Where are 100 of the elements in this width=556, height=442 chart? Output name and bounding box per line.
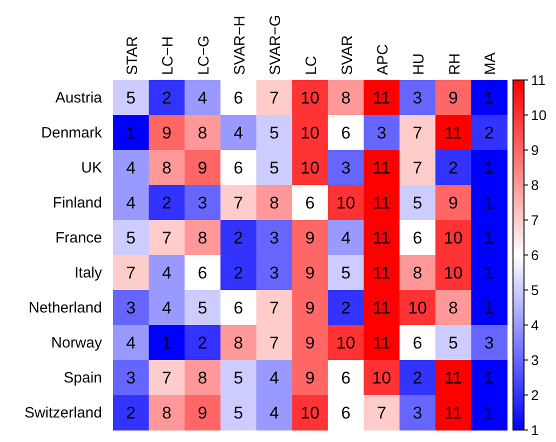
data-label: 8 — [412, 264, 422, 282]
data-label: 4 — [234, 124, 244, 142]
data-label: 6 — [234, 298, 244, 318]
data-label: 5 — [412, 194, 422, 212]
data-label: 2 — [234, 228, 244, 248]
data-label: 7 — [412, 158, 422, 178]
data-label: 1 — [162, 334, 172, 352]
data-label: 10 — [300, 88, 320, 108]
color-bar-label: 4 — [531, 317, 539, 333]
data-label: 6 — [412, 228, 422, 248]
x-tick-label: MA — [482, 52, 500, 75]
data-label: 3 — [412, 404, 422, 422]
data-label: 5 — [126, 88, 136, 108]
data-label: 8 — [162, 158, 172, 178]
data-label: 9 — [162, 124, 172, 142]
data-label: 7 — [376, 404, 386, 422]
data-label: 10 — [444, 264, 463, 282]
data-label: 11 — [444, 368, 462, 388]
data-label: 1 — [484, 228, 494, 248]
color-bar-label: 1 — [531, 422, 539, 438]
x-tick-label: STAR — [124, 36, 141, 75]
y-tick-label: Denmark — [41, 124, 102, 142]
data-label: 5 — [198, 298, 208, 318]
data-label: 1 — [484, 194, 494, 212]
data-label: 10 — [300, 158, 320, 178]
data-label: 8 — [234, 334, 244, 352]
color-bar-label: 11 — [531, 72, 546, 88]
data-label: 7 — [162, 368, 172, 388]
data-label: 6 — [234, 158, 244, 178]
data-label: 1 — [126, 124, 136, 142]
data-label: 11 — [372, 158, 390, 178]
data-label: 5 — [126, 228, 136, 248]
data-label: 11 — [372, 264, 390, 282]
data-label: 11 — [372, 88, 390, 108]
data-label: 2 — [412, 368, 422, 388]
data-label: 11 — [372, 194, 390, 212]
x-tick-label: HU — [410, 53, 428, 75]
data-label: 7 — [162, 228, 172, 248]
data-label: 5 — [234, 404, 244, 422]
y-tick-label: UK — [81, 160, 102, 176]
color-bar-label: 6 — [531, 247, 539, 263]
data-label: 2 — [341, 298, 351, 318]
data-label: 6 — [234, 88, 244, 108]
data-label: 6 — [341, 404, 351, 422]
data-label: 3 — [376, 124, 386, 142]
data-label: 8 — [448, 298, 458, 318]
data-label: 11 — [372, 298, 390, 318]
data-label: 2 — [484, 124, 494, 142]
data-label: 2 — [126, 404, 136, 422]
data-label: 5 — [234, 368, 244, 388]
x-tick-label: APC — [374, 44, 392, 75]
data-label: 5 — [448, 334, 458, 352]
data-label: 1 — [484, 88, 494, 108]
y-tick-label: Italy — [74, 264, 102, 282]
color-bar-label: 8 — [531, 177, 539, 193]
data-label: 6 — [198, 264, 208, 282]
y-tick-label: Spain — [64, 370, 102, 386]
data-label: 10 — [300, 124, 320, 142]
data-label: 3 — [198, 194, 208, 212]
data-label: 3 — [269, 264, 279, 282]
data-label: 1 — [484, 158, 494, 178]
data-label: 9 — [198, 158, 208, 178]
data-label: 6 — [341, 124, 351, 142]
data-label: 9 — [305, 298, 315, 318]
x-tick-label: LC−H — [160, 36, 177, 75]
data-label: 10 — [336, 194, 356, 212]
data-label: 7 — [269, 88, 279, 108]
data-label: 10 — [408, 298, 427, 318]
color-bar-label: 3 — [531, 352, 539, 368]
data-label: 3 — [269, 228, 279, 248]
data-label: 9 — [305, 368, 315, 388]
x-tick-label: SVAR−H — [231, 16, 248, 75]
data-label: 4 — [126, 334, 136, 352]
data-label: 11 — [372, 334, 390, 352]
data-label: 4 — [269, 404, 279, 422]
data-label: 11 — [444, 124, 462, 142]
data-label: 9 — [305, 264, 315, 282]
x-tick-label: LC — [303, 56, 320, 75]
data-label: 9 — [198, 404, 208, 422]
data-label: 2 — [198, 334, 208, 352]
data-label: 3 — [341, 158, 351, 178]
data-label: 10 — [300, 404, 320, 422]
data-label: 5 — [269, 124, 279, 142]
data-label: 2 — [448, 158, 458, 178]
data-label: 3 — [126, 368, 136, 388]
data-label: 2 — [162, 88, 172, 108]
data-label: 8 — [198, 124, 208, 142]
y-tick-label: Switzerland — [24, 404, 102, 422]
color-bar-label: 2 — [531, 387, 539, 403]
data-label: 10 — [336, 334, 356, 352]
x-tick-label: LC−G — [196, 35, 213, 75]
data-label: 8 — [341, 88, 351, 108]
data-label: 2 — [162, 194, 172, 212]
data-label: 6 — [305, 194, 315, 212]
data-label: 6 — [341, 368, 351, 388]
y-tick-label: Austria — [55, 90, 103, 106]
data-label: 10 — [444, 228, 463, 248]
color-bar-label: 9 — [531, 142, 539, 158]
data-label: 1 — [484, 264, 494, 282]
data-label: 4 — [162, 298, 172, 318]
